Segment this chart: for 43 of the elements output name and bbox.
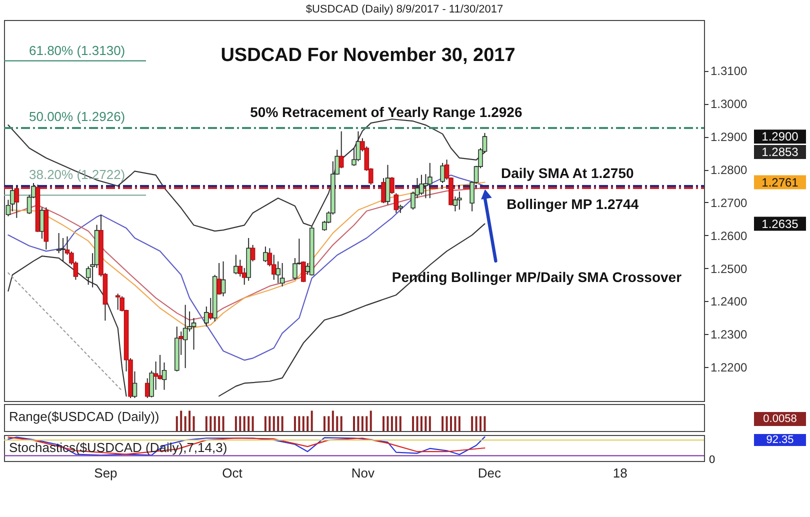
candlestick [457,191,462,210]
y-tick-label: 1.2900 [710,130,748,144]
y-tick-label: 1.2300 [710,328,748,342]
y-tick-label: 1.2500 [710,262,748,276]
text: 1.2900 [762,130,799,144]
candlestick [263,246,268,263]
text: 92.35 [766,434,794,446]
candlestick [220,260,226,297]
y-tick-label: 1.3000 [710,97,748,112]
text: 0.0058 [763,413,797,425]
candlestick [280,262,285,287]
ref-line-label: Daily SMA At 1.2750 [501,164,634,181]
text: 1.2635 [762,216,799,231]
candlestick [132,370,138,399]
y-tick-label: 1.3100 [710,64,748,78]
y-tick-label: 1.2800 [710,163,748,177]
text: 1.2761 [762,175,799,190]
candlestick [428,162,432,199]
chart-title: $USDCAD (Daily) 8/9/2017 - 11/30/2017 [306,4,504,16]
annotation: 50% Retracement of Yearly Range 1.2926 [250,104,522,120]
candlestick [356,130,361,162]
y-tick-label: 1.2200 [710,360,748,375]
ref-line-label: 50.00% (1.2926) [29,109,126,124]
candlestick [115,293,120,310]
x-tick-label: Nov [351,466,375,480]
text: 1.2853 [762,145,799,159]
chart-title: Range($USDCAD (Daily)) [9,409,160,424]
candlestick [60,237,66,262]
candlestick [440,162,445,184]
y-tick-label: 1.2400 [710,294,748,309]
text: 0 [709,454,716,466]
candlestick [40,206,44,240]
x-tick-label: 18 [612,466,628,480]
candlestick [419,174,424,196]
x-tick-label: Sep [94,466,118,480]
x-tick-label: Oct [222,466,243,480]
ref-line-label: Bollinger MP 1.2744 [506,196,639,212]
ref-line-label: 61.80% (1.3130) [29,42,126,58]
candlestick [182,304,188,369]
y-tick-label: 1.2700 [710,196,748,210]
text: USDCAD For November 30, 2017 [220,45,516,66]
y-tick-label: 1.2600 [710,228,748,243]
x-tick-label: Dec [478,466,502,480]
